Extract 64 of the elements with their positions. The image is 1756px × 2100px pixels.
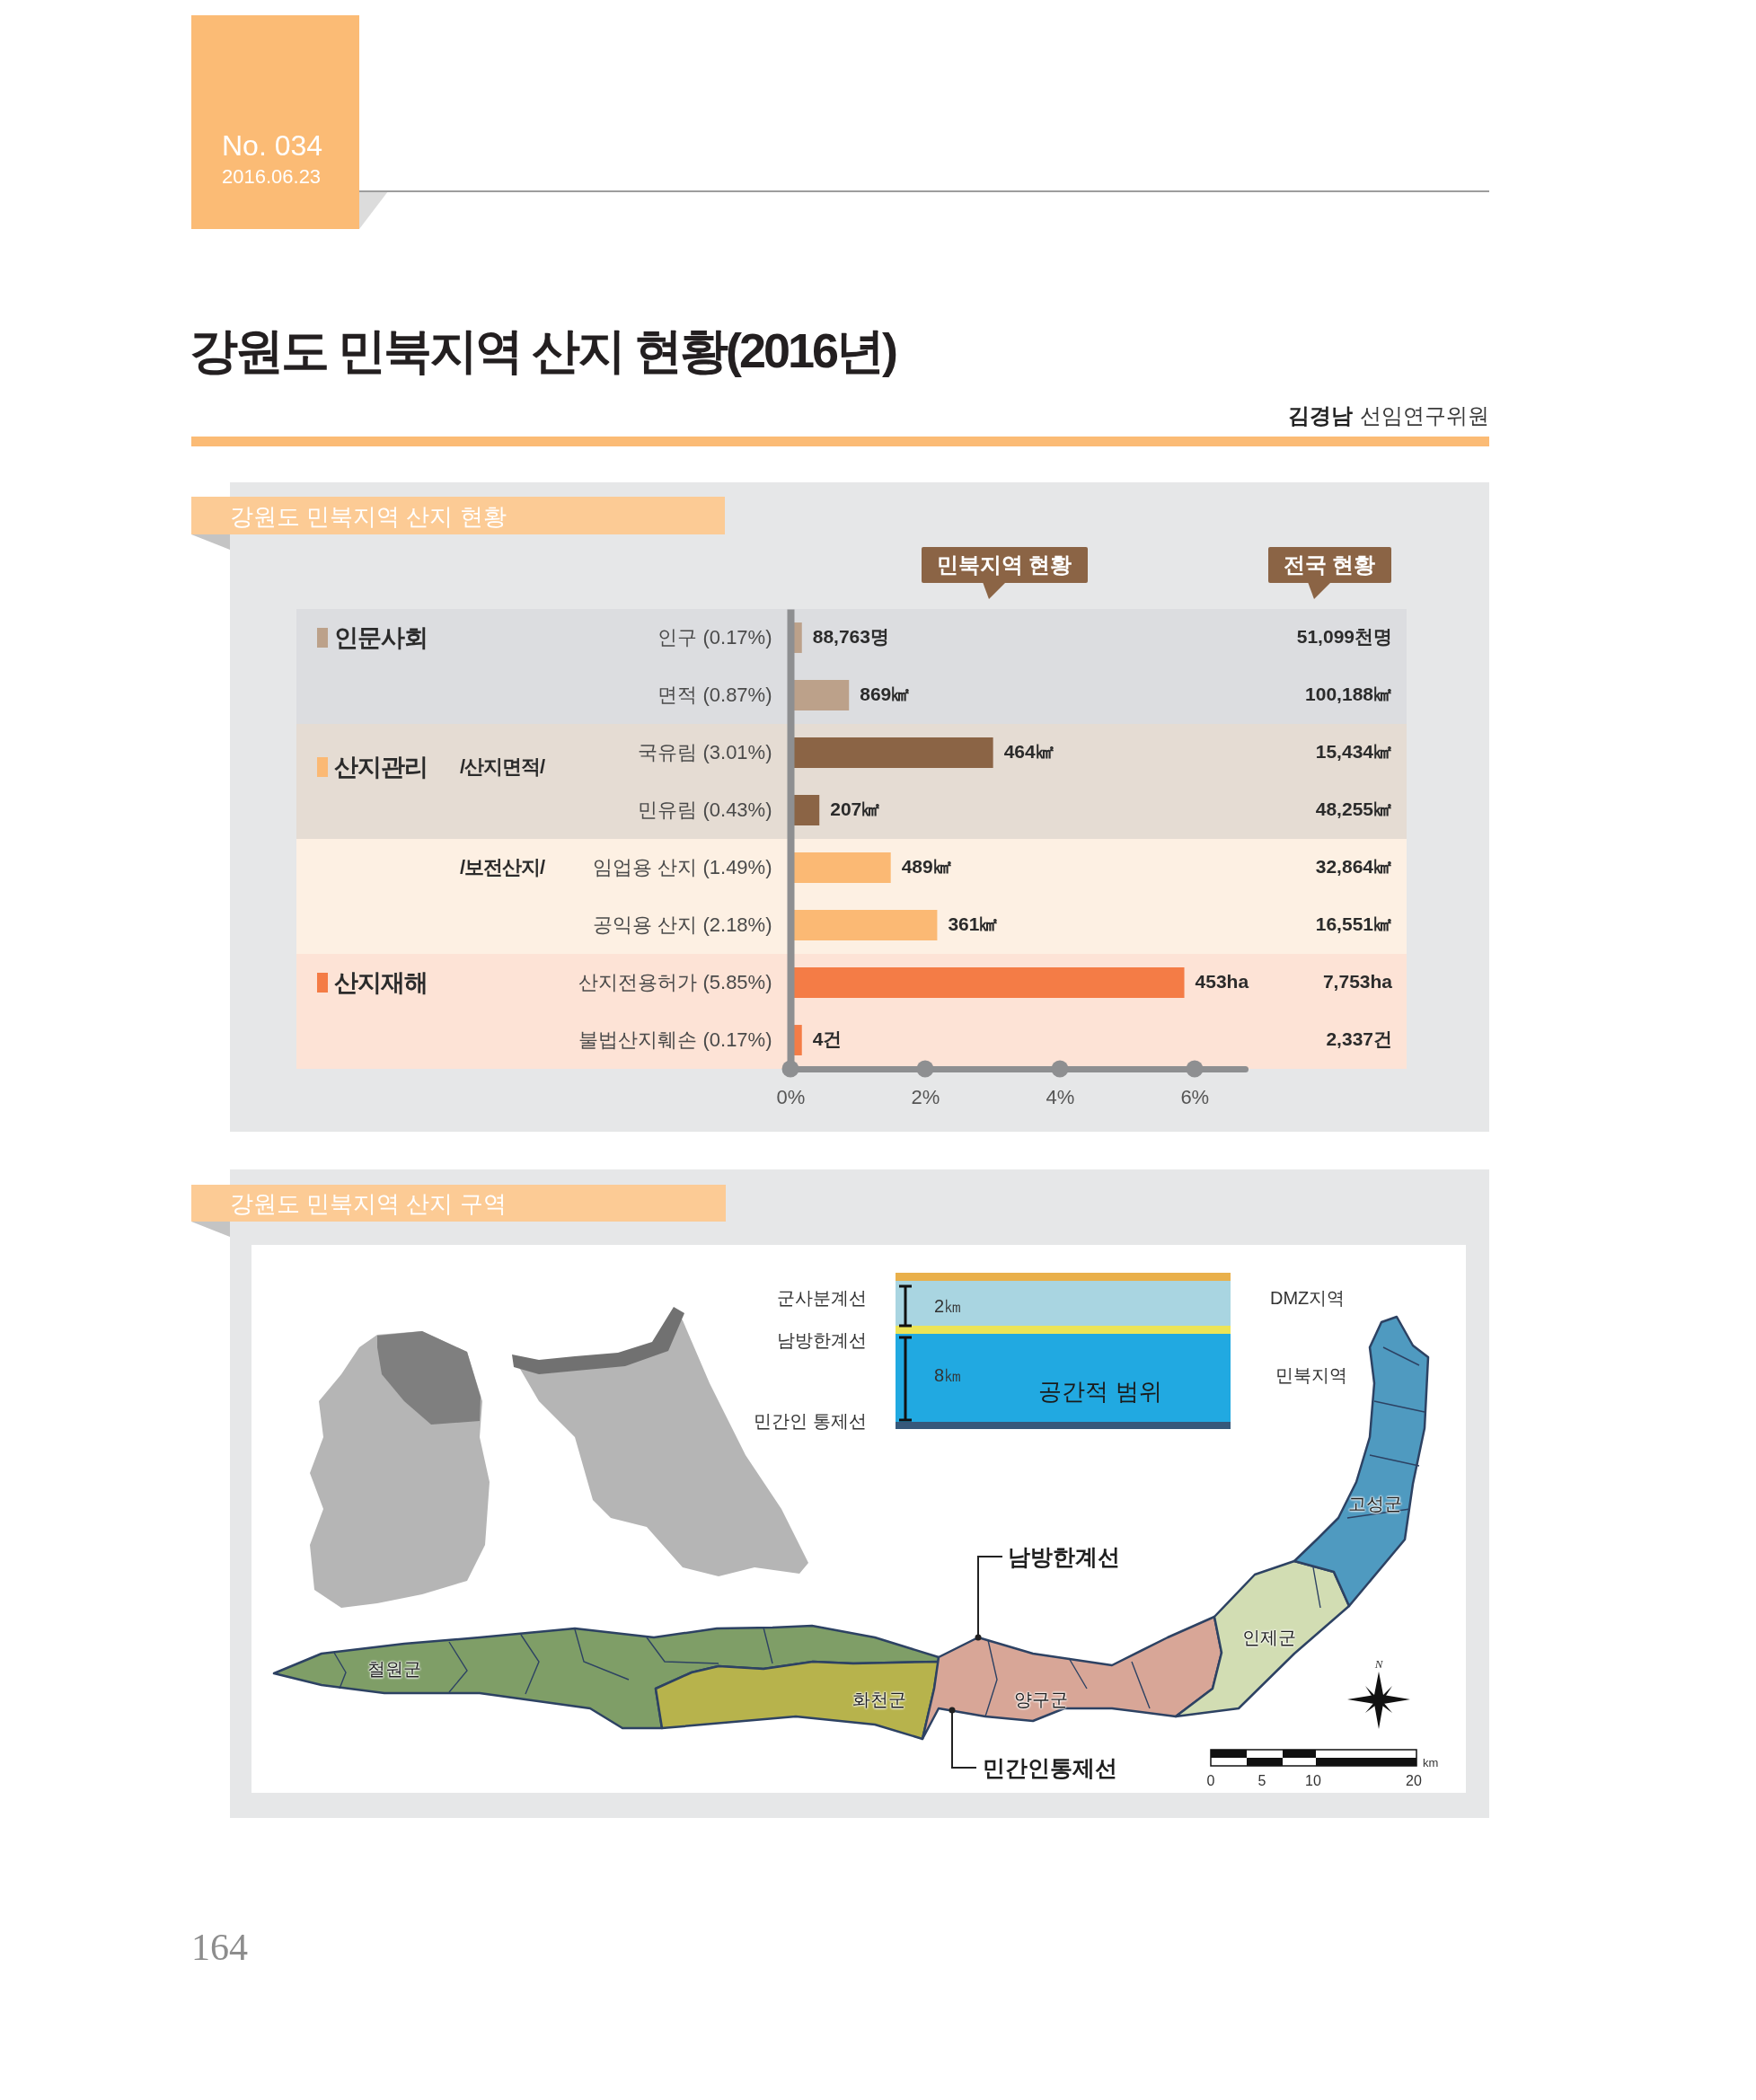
text: 15,434㎢ [1315,741,1392,762]
text: 인제군 [1242,1628,1296,1647]
text: 강원도 민북지역 산지 현황 [230,503,507,530]
y-tick-label: 민유림 (0.43%) [638,799,772,821]
annotation: 361㎢ [948,913,999,934]
text: km [1423,1755,1439,1769]
text: 32,864㎢ [1315,856,1392,877]
text: 10 [1305,1773,1321,1788]
text: 전국 현황 [1283,552,1376,577]
x-tick-label: 2% [911,1085,940,1108]
text: 민간인통제선 [983,1754,1117,1780]
y-tick-label: 국유림 (3.01%) [638,741,772,763]
chart-title: 강원도 민북지역 산지 현황(2016년) [190,323,896,377]
annotation: 453ha [1195,971,1249,992]
text: 20 [1406,1773,1422,1788]
text: 8㎞ [934,1365,963,1385]
text: 51,099천명 [1296,626,1392,647]
y-tick-label: 인구 (0.17%) [657,626,772,649]
y-tick-label: 공익용 산지 (2.18%) [593,913,772,936]
text: DMZ지역 [1270,1288,1346,1308]
text: 5 [1257,1773,1266,1788]
text: 100,188㎢ [1305,684,1392,704]
text: 164 [191,1927,248,1968]
text: 0 [1206,1773,1215,1788]
text: 김경남 [1288,403,1353,428]
annotation: 489㎢ [901,856,952,877]
x-tick-label: 0% [776,1085,806,1108]
text: 고성군 [1348,1494,1402,1513]
text: 철원군 [367,1659,421,1679]
text: /산지면적/ [460,755,545,778]
text: 선임연구위원 [1360,403,1489,428]
text: 48,255㎢ [1315,799,1392,819]
annotation: 869㎢ [860,684,911,704]
text: No. 034 [222,129,323,162]
text: 인문사회 [334,623,428,651]
text: 남방한계선 [1008,1543,1120,1569]
text: 공간적 범위 [1038,1378,1162,1405]
x-tick-label: 6% [1180,1085,1210,1108]
text: 군사분계선 [777,1288,867,1308]
text: 강원도 민북지역 산지 구역 [230,1190,507,1217]
text: 양구군 [1014,1690,1068,1709]
annotation: 88,763명 [812,626,889,647]
text: 산지관리 [334,753,428,781]
text: 화천군 [852,1690,906,1709]
text: 민북지역 [1275,1365,1347,1385]
x-tick-label: 4% [1046,1085,1075,1108]
annotation: 4건 [812,1028,843,1049]
text: 산지재해 [334,968,428,996]
y-tick-label: 불법산지훼손 (0.17%) [578,1028,772,1051]
text: 7,753ha [1322,971,1393,992]
text: 16,551㎢ [1315,913,1392,934]
annotation: 464㎢ [1003,741,1054,762]
annotation: 207㎢ [830,799,881,819]
text: 민북지역 현황 [936,552,1072,577]
text: N [1374,1656,1383,1671]
y-tick-label: 면적 (0.87%) [657,684,772,706]
text: 민간인 통제선 [754,1411,867,1431]
text: 2㎞ [934,1296,963,1316]
text: 남방한계선 [777,1330,867,1350]
y-tick-label: 산지전용허가 (5.85%) [578,971,772,993]
text: /보전산지/ [460,856,545,878]
text: 2,337건 [1326,1028,1392,1049]
text: 2016.06.23 [222,165,322,188]
y-tick-label: 임업용 산지 (1.49%) [593,856,772,878]
